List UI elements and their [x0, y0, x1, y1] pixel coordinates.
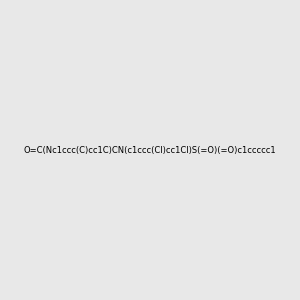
Text: O=C(Nc1ccc(C)cc1C)CN(c1ccc(Cl)cc1Cl)S(=O)(=O)c1ccccc1: O=C(Nc1ccc(C)cc1C)CN(c1ccc(Cl)cc1Cl)S(=O… — [24, 146, 276, 154]
